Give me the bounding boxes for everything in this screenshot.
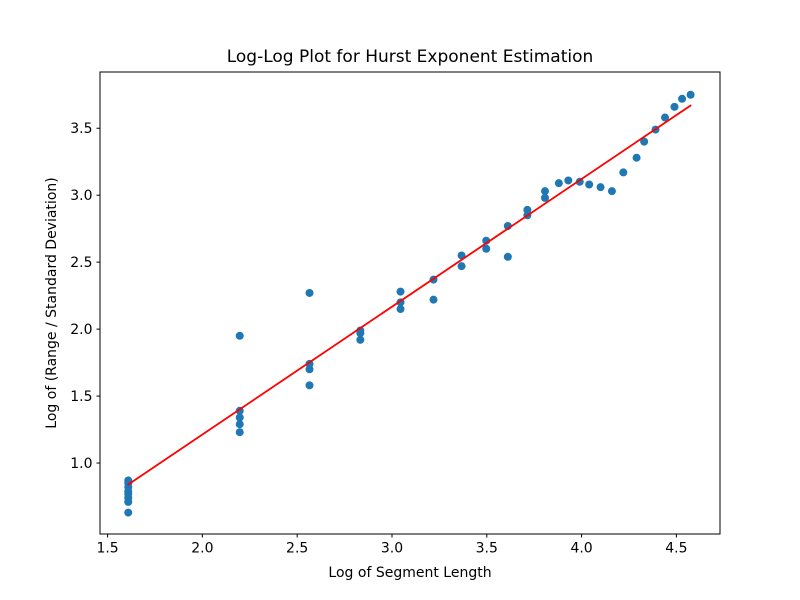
x-tick-label: 2.0 <box>191 541 213 557</box>
scatter-point <box>564 176 573 185</box>
chart-title: Log-Log Plot for Hurst Exponent Estimati… <box>227 47 594 67</box>
data-series <box>124 90 695 517</box>
scatter-point <box>632 153 641 162</box>
x-axis-label: Log of Segment Length <box>328 565 491 581</box>
scatter-point <box>457 262 466 271</box>
scatter-point <box>596 183 605 192</box>
x-tick-label: 3.5 <box>476 541 498 557</box>
y-tick-label: 1.0 <box>70 456 92 472</box>
x-tick-label: 4.5 <box>665 541 687 557</box>
scatter-point <box>640 137 649 146</box>
scatter-point <box>356 329 365 338</box>
scatter-point <box>124 497 133 506</box>
x-tick-label: 4.0 <box>570 541 592 557</box>
scatter-point <box>661 113 670 122</box>
y-axis-label: Log of (Range / Standard Deviation) <box>44 177 60 428</box>
scatter-point <box>356 335 365 344</box>
x-tick-label: 2.5 <box>286 541 308 557</box>
scatter-point <box>396 287 405 296</box>
scatter-point <box>482 244 491 253</box>
fit-line <box>127 104 692 486</box>
y-tick-label: 1.5 <box>70 389 92 405</box>
scatter-point <box>235 428 244 437</box>
scatter-point <box>503 252 512 261</box>
scatter-point <box>540 187 549 196</box>
scatter-point <box>619 168 628 177</box>
scatter-point <box>607 187 616 196</box>
axis-ticks: 1.5 2.0 2.5 3.0 3.5 4.0 4.5 1.0 1.5 2.0 2.5 3.0 3.5 <box>70 121 687 556</box>
scatter-point <box>235 420 244 429</box>
scatter-point <box>305 365 314 374</box>
scatter-point <box>305 288 314 297</box>
scatter-point <box>396 305 405 314</box>
y-tick-label: 2.0 <box>70 322 92 338</box>
scatter-point <box>235 413 244 422</box>
scatter-point <box>305 381 314 390</box>
y-tick-label: 3.0 <box>70 188 92 204</box>
scatter-point <box>670 102 679 111</box>
x-tick-label: 1.5 <box>96 541 118 557</box>
scatter-point <box>554 179 563 188</box>
x-tick-label: 3.0 <box>381 541 403 557</box>
plot-frame <box>99 71 721 535</box>
scatter-point <box>585 180 594 189</box>
scatter-point <box>686 90 695 99</box>
scatter-point <box>678 94 687 103</box>
scatter-point <box>540 193 549 202</box>
scatter-point <box>235 331 244 340</box>
y-tick-label: 2.5 <box>70 255 92 271</box>
scatter-point <box>124 508 133 517</box>
scatter-point <box>429 295 438 304</box>
y-tick-label: 3.5 <box>70 121 92 137</box>
